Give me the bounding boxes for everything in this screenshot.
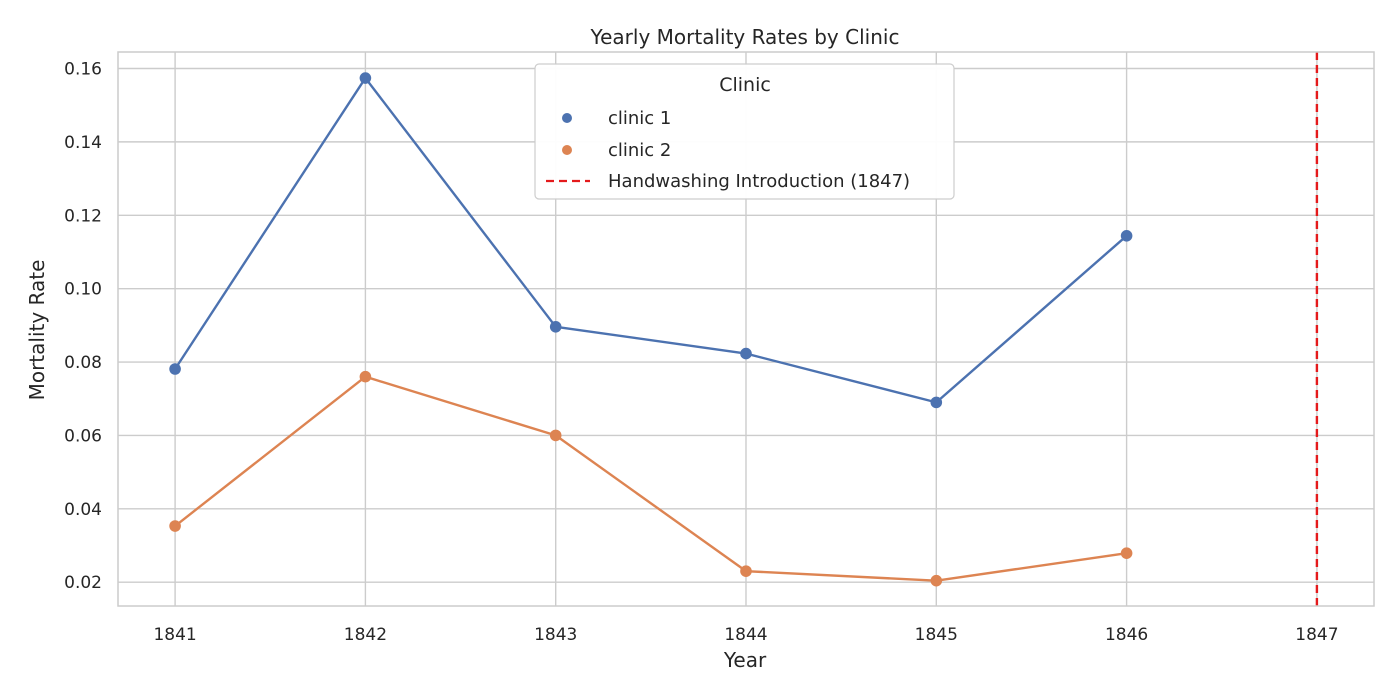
data-point-clinic-2-1841 bbox=[169, 520, 181, 532]
series-layer bbox=[169, 72, 1133, 587]
data-point-clinic-2-1846 bbox=[1120, 547, 1133, 559]
plot-frame bbox=[117, 51, 1375, 607]
data-point-clinic-1-1844 bbox=[740, 347, 752, 360]
y-tick-label-0.02: 0.02 bbox=[64, 573, 102, 593]
data-point-clinic-1-1842 bbox=[359, 72, 372, 84]
y-tick-label-0.04: 0.04 bbox=[64, 500, 102, 520]
ticks-layer: 1841 1842 1843 1844 1845 1846 1847 0.02 0.04 0.06… bbox=[64, 60, 1338, 645]
legend-marker-clinic-1 bbox=[562, 113, 572, 123]
data-point-clinic-1-1846 bbox=[1120, 230, 1133, 242]
x-tick-label-1844: 1844 bbox=[724, 625, 767, 645]
data-point-clinic-2-1844 bbox=[740, 565, 752, 577]
data-point-clinic-2-1843 bbox=[549, 429, 562, 442]
y-tick-label-0.16: 0.16 bbox=[64, 60, 102, 80]
legend-label-clinic-2: clinic 2 bbox=[608, 140, 671, 161]
y-tick-label-0.14: 0.14 bbox=[64, 133, 102, 153]
legend-label-clinic-1: clinic 1 bbox=[608, 108, 671, 129]
y-axis-label: Mortality Rate bbox=[25, 260, 49, 401]
legend-marker-clinic-2 bbox=[562, 145, 572, 155]
legend-box bbox=[534, 63, 955, 200]
x-tick-label-1841: 1841 bbox=[153, 625, 196, 645]
series-line-clinic-1 bbox=[173, 76, 1128, 404]
data-point-clinic-1-1841 bbox=[169, 363, 181, 375]
x-tick-label-1842: 1842 bbox=[344, 625, 387, 645]
y-tick-label-0.12: 0.12 bbox=[64, 206, 102, 226]
data-point-clinic-1-1843 bbox=[549, 320, 562, 333]
series-line-clinic-2 bbox=[173, 375, 1128, 582]
x-tick-label-1847: 1847 bbox=[1295, 625, 1338, 645]
x-tick-label-1845: 1845 bbox=[915, 625, 958, 645]
x-axis-label: Year bbox=[723, 648, 767, 672]
legend: Clinic clinic 1 clinic 2 Handwashing Int… bbox=[534, 63, 955, 200]
legend-label-handwashing: Handwashing Introduction (1847) bbox=[608, 171, 910, 192]
legend-title: Clinic bbox=[719, 74, 771, 96]
data-point-clinic-2-1845 bbox=[930, 574, 943, 587]
x-tick-label-1843: 1843 bbox=[534, 625, 577, 645]
chart-title: Yearly Mortality Rates by Clinic bbox=[590, 25, 900, 49]
data-point-clinic-2-1842 bbox=[359, 370, 372, 383]
y-tick-label-0.10: 0.10 bbox=[64, 280, 102, 300]
x-tick-label-1846: 1846 bbox=[1105, 625, 1148, 645]
y-tick-label-0.06: 0.06 bbox=[64, 426, 102, 446]
data-point-clinic-1-1845 bbox=[930, 396, 943, 409]
y-tick-label-0.08: 0.08 bbox=[64, 353, 102, 373]
